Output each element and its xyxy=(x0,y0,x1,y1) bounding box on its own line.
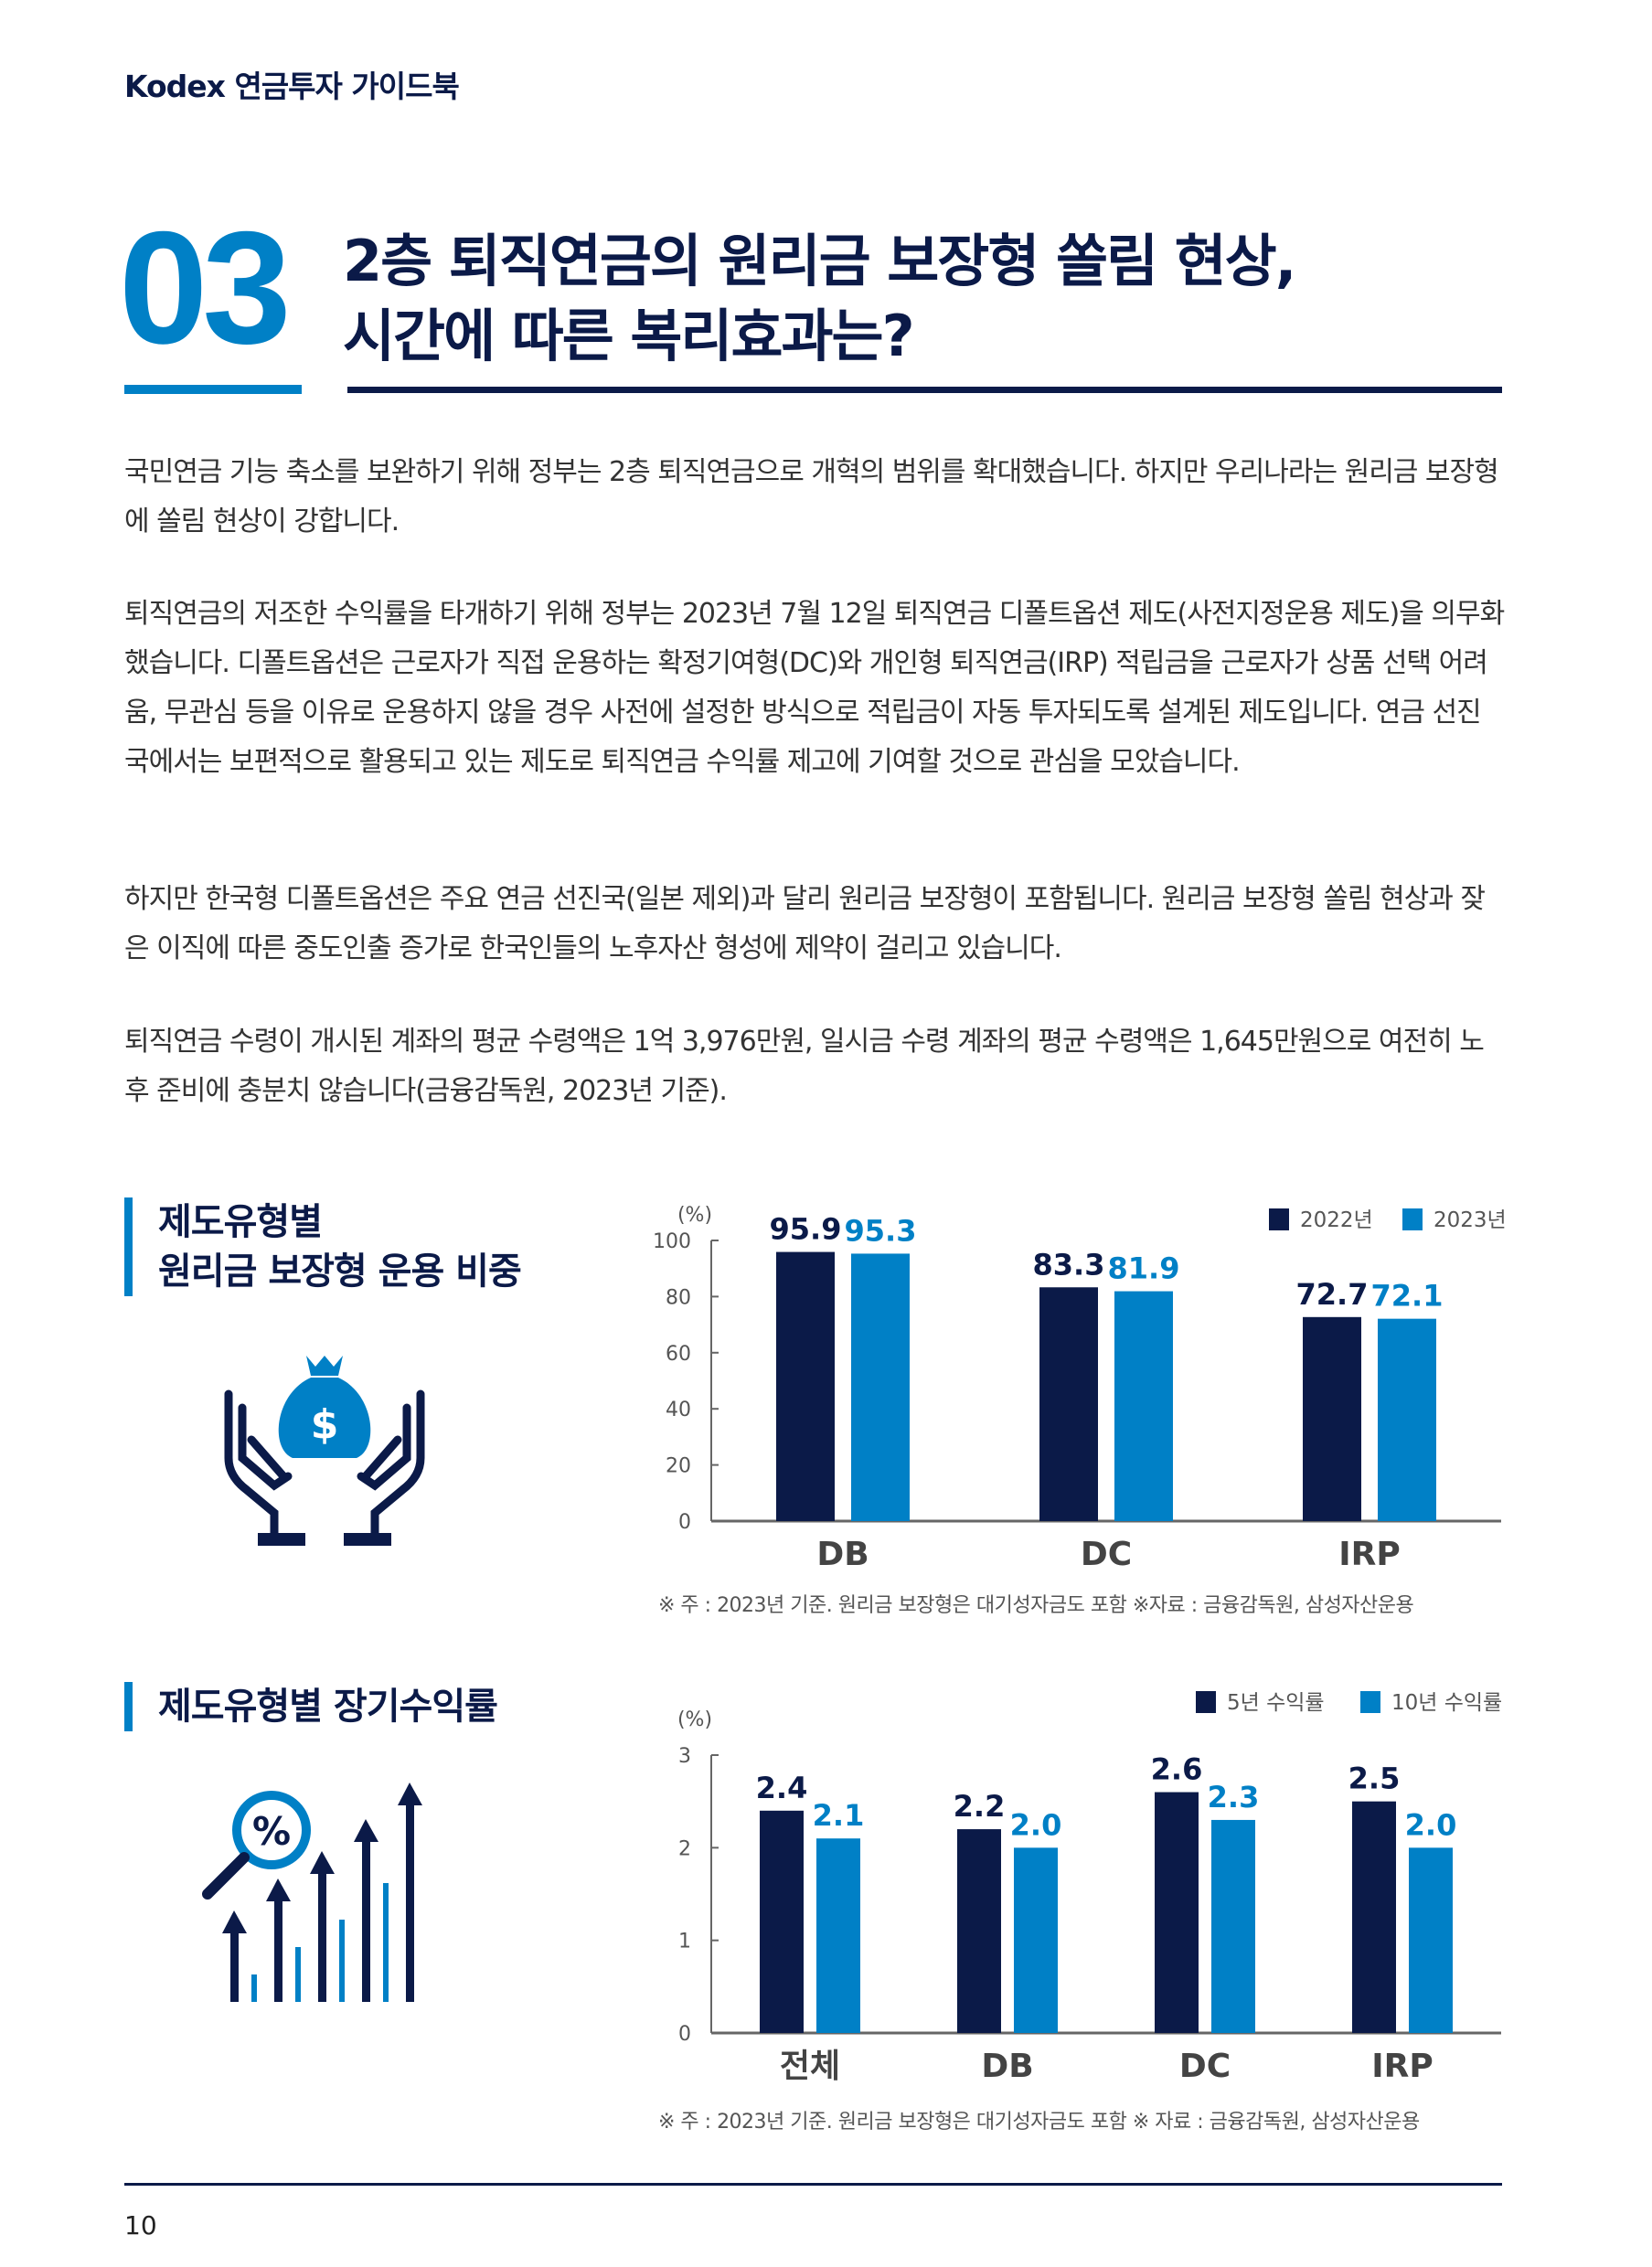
chart2-svg: (%)01232.42.1전체2.22.0DB2.62.3DC2.52.0IRP… xyxy=(677,1691,1502,2084)
data-label: 2.5 xyxy=(1348,1761,1401,1796)
data-label: 95.3 xyxy=(845,1213,917,1248)
bar-DC-2022년 xyxy=(1039,1287,1098,1521)
section-title: 2층 퇴직연금의 원리금 보장형 쏠림 현상, 시간에 따른 복리효과는? xyxy=(343,224,1296,374)
chart1-heading: 제도유형별 원리금 보장형 운용 비중 xyxy=(124,1197,522,1296)
legend-swatch xyxy=(1196,1691,1216,1713)
x-tick-label: DC xyxy=(1081,1536,1132,1573)
legend-label: 2023년 xyxy=(1434,1208,1507,1232)
bar-DC-10년 수익률 xyxy=(1211,1819,1255,2033)
chart1-heading-line2: 원리금 보장형 운용 비중 xyxy=(158,1251,522,1293)
bar-IRP-5년 수익률 xyxy=(1352,1801,1396,2033)
y-tick-label: 0 xyxy=(678,2023,691,2046)
x-tick-label: 전체 xyxy=(780,2048,840,2084)
y-tick-label: 100 xyxy=(653,1230,691,1253)
paragraph: 하지만 한국형 디폴트옵션은 주요 연금 선진국(일본 제외)과 달리 원리금 … xyxy=(124,883,1486,964)
legend-swatch xyxy=(1360,1691,1380,1713)
y-tick-label: 2 xyxy=(678,1837,691,1860)
y-tick-label: 20 xyxy=(666,1455,691,1478)
chart2-heading: 제도유형별 장기수익률 xyxy=(124,1682,498,1731)
y-unit-label: (%) xyxy=(677,1204,712,1227)
legend-label: 2022년 xyxy=(1300,1208,1373,1232)
y-tick-label: 1 xyxy=(678,1931,691,1953)
chart1-heading-line1: 제도유형별 xyxy=(158,1201,323,1243)
x-tick-label: DB xyxy=(816,1536,869,1573)
svg-text:%: % xyxy=(252,1809,291,1854)
bar-DC-2023년 xyxy=(1114,1291,1173,1521)
footer-divider xyxy=(124,2183,1502,2186)
money-bag-hands-icon: $ xyxy=(224,1356,425,1546)
svg-text:$: $ xyxy=(311,1401,339,1448)
x-tick-label: DC xyxy=(1179,2048,1231,2084)
bar-DC-5년 수익률 xyxy=(1155,1792,1199,2033)
x-tick-label: IRP xyxy=(1371,2048,1434,2084)
y-tick-label: 3 xyxy=(678,1745,691,1768)
bar-IRP-2022년 xyxy=(1303,1316,1361,1521)
bar-IRP-10년 수익률 xyxy=(1409,1847,1453,2033)
paragraph: 퇴직연금 수령이 개시된 계좌의 평균 수령액은 1억 3,976만원, 일시금… xyxy=(124,1026,1485,1107)
bar-DB-10년 수익률 xyxy=(1014,1847,1058,2033)
legend-swatch xyxy=(1402,1208,1423,1230)
title-line-2: 시간에 따른 복리효과는? xyxy=(343,303,915,369)
section-number: 03 xyxy=(119,199,292,378)
chart1-svg: (%) 0 20 40 60 80 100 95.9 95.3 DB 83.3 81.9 DC 72.7 7… xyxy=(653,1204,1507,1573)
y-tick-label: 0 xyxy=(678,1511,691,1534)
data-label: 2.4 xyxy=(756,1771,808,1805)
paragraph: 퇴직연금의 저조한 수익률을 타개하기 위해 정부는 2023년 7월 12일 … xyxy=(124,598,1505,778)
data-label: 81.9 xyxy=(1108,1251,1180,1286)
title-divider xyxy=(347,387,1502,393)
bar-DB-2023년 xyxy=(851,1253,910,1521)
accent-underline xyxy=(124,385,302,394)
bar-DB-2022년 xyxy=(776,1251,835,1521)
data-label: 2.1 xyxy=(813,1798,865,1833)
data-label: 2.3 xyxy=(1208,1780,1260,1815)
data-label: 83.3 xyxy=(1033,1247,1105,1282)
x-tick-label: DB xyxy=(981,2048,1033,2084)
data-label: 72.1 xyxy=(1371,1279,1444,1314)
legend-swatch xyxy=(1269,1208,1289,1230)
title-line-1: 2층 퇴직연금의 원리금 보장형 쏠림 현상, xyxy=(343,228,1296,294)
y-tick-label: 60 xyxy=(666,1343,691,1366)
y-tick-label: 40 xyxy=(666,1399,691,1421)
data-label: 95.9 xyxy=(770,1212,842,1247)
bar-DB-5년 수익률 xyxy=(957,1829,1001,2033)
bar-전체-10년 수익률 xyxy=(816,1838,860,2033)
chart1-note: ※ 주 : 2023년 기준. 원리금 보장형은 대기성자금도 포함 ※자료 :… xyxy=(658,1594,1414,1617)
chart2-note: ※ 주 : 2023년 기준. 원리금 보장형은 대기성자금도 포함 ※ 자료 … xyxy=(658,2111,1420,2134)
data-label: 2.6 xyxy=(1151,1752,1203,1787)
x-tick-label: IRP xyxy=(1338,1536,1401,1573)
bar-전체-5년 수익률 xyxy=(760,1810,804,2033)
growth-chart-magnifier-icon: % xyxy=(202,1783,422,2002)
legend-label: 5년 수익률 xyxy=(1227,1691,1325,1715)
data-label: 72.7 xyxy=(1296,1277,1369,1312)
y-unit-label: (%) xyxy=(677,1708,712,1731)
paragraph: 국민연금 기능 축소를 보완하기 위해 정부는 2층 퇴직연금으로 개혁의 범위… xyxy=(124,456,1499,537)
bar-IRP-2023년 xyxy=(1378,1318,1436,1521)
data-label: 2.2 xyxy=(954,1789,1006,1824)
data-label: 2.0 xyxy=(1405,1807,1457,1842)
y-tick-label: 80 xyxy=(666,1286,691,1309)
data-label: 2.0 xyxy=(1010,1807,1062,1842)
legend-label: 10년 수익률 xyxy=(1391,1691,1502,1715)
brand-header: Kodex 연금투자 가이드북 xyxy=(124,69,460,104)
page-number: 10 xyxy=(124,2210,157,2240)
